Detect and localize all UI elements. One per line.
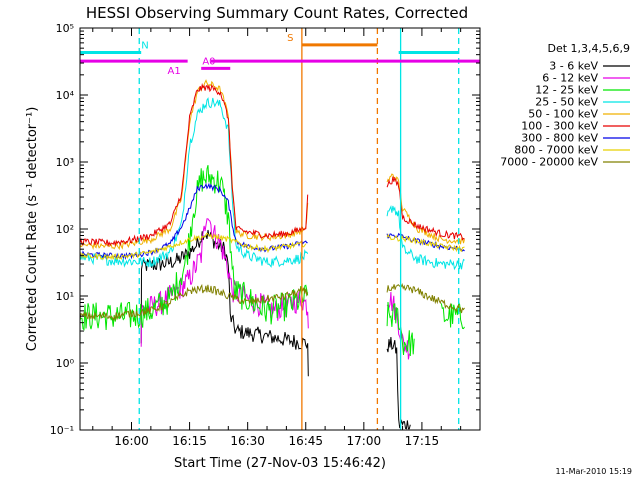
legend-entry-label: 50 - 100 keV [528,108,598,121]
flag-label: A1 [167,66,180,77]
legend-entry-label: 800 - 7000 keV [514,144,598,157]
y-tick-label: 10³ [56,156,74,169]
y-tick-label: 10¹ [56,290,74,303]
y-axis: 10⁻¹ 10⁰ 10¹ 10² 10³ 10⁴ 10⁵ [50,22,480,437]
series-line [386,205,465,271]
chart-title: HESSI Observing Summary Count Rates, Cor… [86,4,468,22]
x-tick-label: 16:30 [230,434,265,448]
series-line [140,229,309,377]
series-line [386,337,411,430]
x-axis-label: Start Time (27-Nov-03 15:46:42) [174,456,386,471]
y-tick-label: 10⁴ [56,89,75,102]
x-tick-label: 16:15 [172,434,207,448]
series-line [79,283,309,322]
series-line [386,291,411,360]
x-tick-label: 17:15 [405,434,440,448]
flag-label: N [141,41,148,52]
series-line [79,79,309,251]
legend-entry-label: 100 - 300 keV [521,120,598,133]
flag-label: A0 [202,56,215,67]
series-line [79,97,309,268]
legend-entry-label: 25 - 50 keV [535,96,598,109]
y-axis-label: Corrected Count Rate (s⁻¹ detector⁻¹) [25,107,40,352]
legend-entry-label: 7000 - 20000 keV [500,156,598,169]
y-tick-label: 10⁰ [56,357,75,370]
legend-entry-label: 300 - 800 keV [521,132,598,145]
y-tick-label: 10² [56,223,74,236]
y-tick-label: 10⁵ [56,22,74,35]
legend-title: Det 1,3,4,5,6,9 [547,42,630,55]
plot-area: N A1 A0 S [79,28,480,430]
series-line [79,232,307,261]
series-line [79,82,309,248]
legend-entry-label: 3 - 6 keV [549,60,598,73]
x-axis: 16:00 16:15 16:30 16:45 17:00 17:15 [92,28,462,448]
series-line [440,302,465,330]
x-tick-label: 17:00 [347,434,382,448]
y-tick-label: 10⁻¹ [50,424,74,437]
series-line [386,176,465,241]
x-tick-label: 16:00 [114,434,149,448]
footer-date: 11-Mar-2010 15:19 [556,467,633,476]
legend-entry-label: 6 - 12 keV [542,72,598,85]
x-tick-label: 16:45 [288,434,323,448]
legend-entry-label: 12 - 25 keV [535,84,598,97]
flag-label: S [287,33,293,44]
